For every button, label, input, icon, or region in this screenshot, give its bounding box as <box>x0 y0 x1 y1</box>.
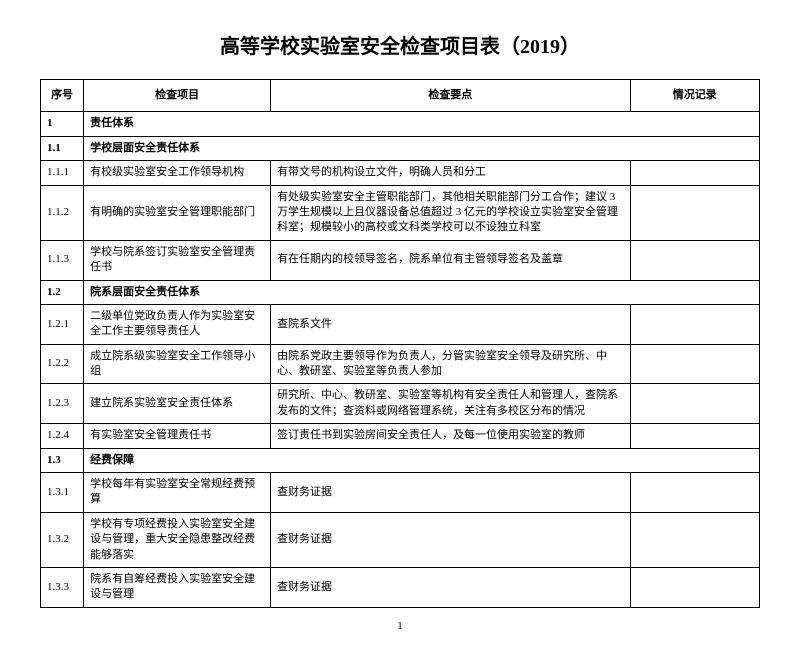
cell-item: 学校层面安全责任体系 <box>84 136 760 160</box>
cell-item: 建立院系实验室安全责任体系 <box>84 384 271 424</box>
cell-point: 有带文号的机构设立文件，明确人员和分工 <box>271 161 631 185</box>
cell-item: 学校每年有实验室安全常规经费预算 <box>84 473 271 513</box>
cell-item: 有校级实验室安全工作领导机构 <box>84 161 271 185</box>
cell-record <box>630 567 759 607</box>
cell-num: 1.3.1 <box>41 473 84 513</box>
cell-item: 学校有专项经费投入实验室安全建设与管理，重大安全隐患整改经费能够落实 <box>84 512 271 567</box>
cell-record <box>630 185 759 240</box>
header-point: 检查要点 <box>271 80 631 112</box>
cell-point: 签订责任书到实验房间安全责任人，及每一位使用实验室的教师 <box>271 424 631 448</box>
cell-item: 二级单位党政负责人作为实验室安全工作主要领导责任人 <box>84 304 271 344</box>
cell-num: 1.2.4 <box>41 424 84 448</box>
cell-record <box>630 344 759 384</box>
cell-item: 院系层面安全责任体系 <box>84 280 760 304</box>
cell-point: 查财务证据 <box>271 567 631 607</box>
header-item: 检查项目 <box>84 80 271 112</box>
cell-num: 1.3.2 <box>41 512 84 567</box>
table-row: 1.2.3建立院系实验室安全责任体系研究所、中心、教研室、实验室等机构有安全责任… <box>41 384 760 424</box>
cell-point: 查院系文件 <box>271 304 631 344</box>
table-row: 1.2.4有实验室安全管理责任书签订责任书到实验房间安全责任人，及每一位使用实验… <box>41 424 760 448</box>
cell-num: 1.2.1 <box>41 304 84 344</box>
table-row: 1.1学校层面安全责任体系 <box>41 136 760 160</box>
table-row: 1.1.1有校级实验室安全工作领导机构有带文号的机构设立文件，明确人员和分工 <box>41 161 760 185</box>
cell-point: 查财务证据 <box>271 473 631 513</box>
cell-record <box>630 424 759 448</box>
table-row: 1.2.2成立院系级实验室安全工作领导小组由院系党政主要领导作为负责人，分管实验… <box>41 344 760 384</box>
table-row: 1.3经费保障 <box>41 448 760 472</box>
table-row: 1.3.1学校每年有实验室安全常规经费预算查财务证据 <box>41 473 760 513</box>
table-row: 1.1.3学校与院系签订实验室安全管理责任书有在任期内的校领导签名，院系单位有主… <box>41 240 760 280</box>
cell-record <box>630 304 759 344</box>
cell-num: 1.1.2 <box>41 185 84 240</box>
cell-item: 有明确的实验室安全管理职能部门 <box>84 185 271 240</box>
cell-num: 1.2.3 <box>41 384 84 424</box>
cell-num: 1.2.2 <box>41 344 84 384</box>
header-record: 情况记录 <box>630 80 759 112</box>
cell-point: 查财务证据 <box>271 512 631 567</box>
cell-num: 1.2 <box>41 280 84 304</box>
table-row: 1.2.1二级单位党政负责人作为实验室安全工作主要领导责任人查院系文件 <box>41 304 760 344</box>
page-number: 1 <box>40 620 760 632</box>
cell-point: 研究所、中心、教研室、实验室等机构有安全责任人和管理人，查院系发布的文件；查资料… <box>271 384 631 424</box>
cell-item: 有实验室安全管理责任书 <box>84 424 271 448</box>
cell-item: 成立院系级实验室安全工作领导小组 <box>84 344 271 384</box>
table-row: 1.3.3院系有自筹经费投入实验室安全建设与管理查财务证据 <box>41 567 760 607</box>
table-row: 1责任体系 <box>41 112 760 136</box>
cell-item: 学校与院系签订实验室安全管理责任书 <box>84 240 271 280</box>
cell-num: 1.1.3 <box>41 240 84 280</box>
cell-point: 有处级实验室安全主管职能部门，其他相关职能部门分工合作；建议 3 万学生规模以上… <box>271 185 631 240</box>
cell-record <box>630 161 759 185</box>
cell-point: 有在任期内的校领导签名，院系单位有主管领导签名及盖章 <box>271 240 631 280</box>
table-row: 1.3.2学校有专项经费投入实验室安全建设与管理，重大安全隐患整改经费能够落实查… <box>41 512 760 567</box>
cell-record <box>630 512 759 567</box>
cell-num: 1.1 <box>41 136 84 160</box>
cell-num: 1.1.1 <box>41 161 84 185</box>
page-title: 高等学校实验室安全检查项目表（2019） <box>40 30 760 59</box>
table-row: 1.1.2有明确的实验室安全管理职能部门有处级实验室安全主管职能部门，其他相关职… <box>41 185 760 240</box>
cell-num: 1 <box>41 112 84 136</box>
cell-item: 责任体系 <box>84 112 760 136</box>
cell-item: 院系有自筹经费投入实验室安全建设与管理 <box>84 567 271 607</box>
cell-num: 1.3 <box>41 448 84 472</box>
cell-record <box>630 473 759 513</box>
header-num: 序号 <box>41 80 84 112</box>
table-header-row: 序号 检查项目 检查要点 情况记录 <box>41 80 760 112</box>
safety-check-table: 序号 检查项目 检查要点 情况记录 1责任体系1.1学校层面安全责任体系1.1.… <box>40 79 760 608</box>
table-row: 1.2院系层面安全责任体系 <box>41 280 760 304</box>
cell-num: 1.3.3 <box>41 567 84 607</box>
cell-record <box>630 384 759 424</box>
cell-item: 经费保障 <box>84 448 760 472</box>
cell-point: 由院系党政主要领导作为负责人，分管实验室安全领导及研究所、中心、教研室、实验室等… <box>271 344 631 384</box>
cell-record <box>630 240 759 280</box>
